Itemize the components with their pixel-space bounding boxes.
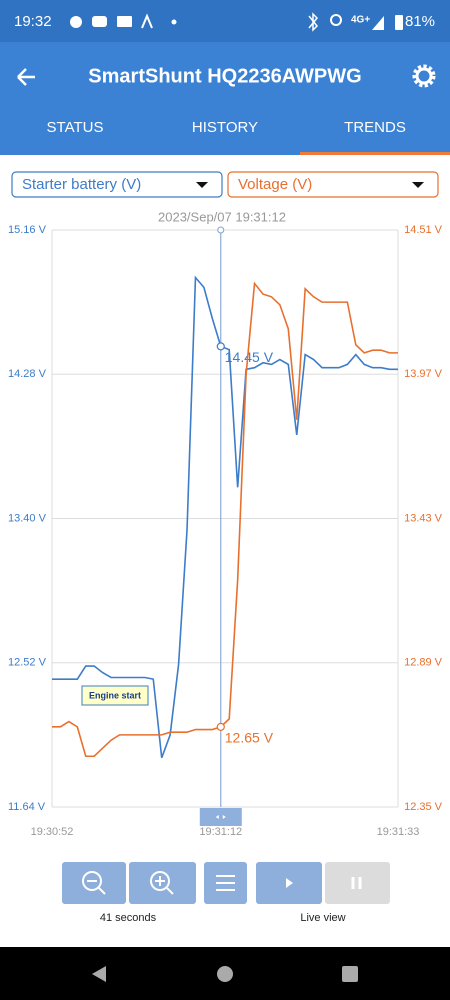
zoom-span: 41 seconds xyxy=(100,912,157,924)
y-tick-label: 12.52 V xyxy=(8,657,47,669)
app-title: SmartShunt HQ2236AWPWG xyxy=(88,65,361,87)
chart: Starter battery (V) Voltage (V) 15.16 V 14.… xyxy=(8,171,443,838)
y2-tick-label: 14.51 V xyxy=(404,224,443,236)
settings-button[interactable] xyxy=(412,64,436,88)
zoom-out-button[interactable] xyxy=(62,862,126,904)
x-tick-label: 19:30:52 xyxy=(31,826,74,838)
drag-arrows xyxy=(215,815,226,819)
series-dropdown[interactable] xyxy=(227,171,439,198)
dropdown-arrow xyxy=(196,182,208,188)
series-dropdown[interactable] xyxy=(11,171,223,198)
tab-indicator xyxy=(300,152,450,155)
y-tick-label: 14.28 V xyxy=(8,368,47,380)
nav-home[interactable] xyxy=(217,966,233,982)
status-battery: 81% xyxy=(405,13,435,30)
zoom-in-button[interactable] xyxy=(129,862,196,904)
status-icons xyxy=(70,12,403,32)
cursor-point xyxy=(216,342,225,351)
cursor-value-label: 12.65 V xyxy=(225,730,274,746)
y2-tick-label: 13.43 V xyxy=(404,512,443,524)
cursor-label: 2023/Sep/07 19:31:12 xyxy=(158,209,286,224)
legend-label: Starter battery (V) xyxy=(22,176,141,193)
x-tick-label: 19:31:12 xyxy=(199,826,242,838)
cursor-handle xyxy=(217,226,225,234)
status-network: 4G+ xyxy=(351,15,370,26)
x-tick-label: 19:31:33 xyxy=(377,826,420,838)
live-label: Live view xyxy=(300,912,345,924)
tab-active[interactable]: TRENDS xyxy=(344,119,406,136)
annotation: Engine start xyxy=(89,690,141,700)
back-button[interactable] xyxy=(17,68,35,86)
y-tick-label: 11.64 V xyxy=(8,801,46,813)
dropdown-arrow xyxy=(412,182,424,188)
cursor-drag[interactable] xyxy=(199,808,242,826)
series-line xyxy=(52,275,398,759)
nav-back[interactable] xyxy=(92,966,106,982)
app-bar xyxy=(0,42,450,155)
pause-button[interactable] xyxy=(325,862,390,904)
series-line xyxy=(52,281,398,758)
annotation-box xyxy=(81,685,149,706)
y-tick-label: 13.40 V xyxy=(8,512,47,524)
tab[interactable]: HISTORY xyxy=(192,119,258,136)
y-tick-label: 15.16 V xyxy=(8,224,47,236)
nav-recent[interactable] xyxy=(342,966,358,982)
cursor-value-label: 14.45 V xyxy=(225,349,274,365)
status-time: 19:32 xyxy=(14,13,52,30)
y2-tick-label: 12.35 V xyxy=(404,801,443,813)
y2-tick-label: 12.89 V xyxy=(404,657,443,669)
tab[interactable]: STATUS xyxy=(47,119,104,136)
legend-label: Voltage (V) xyxy=(238,176,312,193)
y2-tick-label: 13.97 V xyxy=(404,368,443,380)
cursor-point xyxy=(216,722,225,731)
